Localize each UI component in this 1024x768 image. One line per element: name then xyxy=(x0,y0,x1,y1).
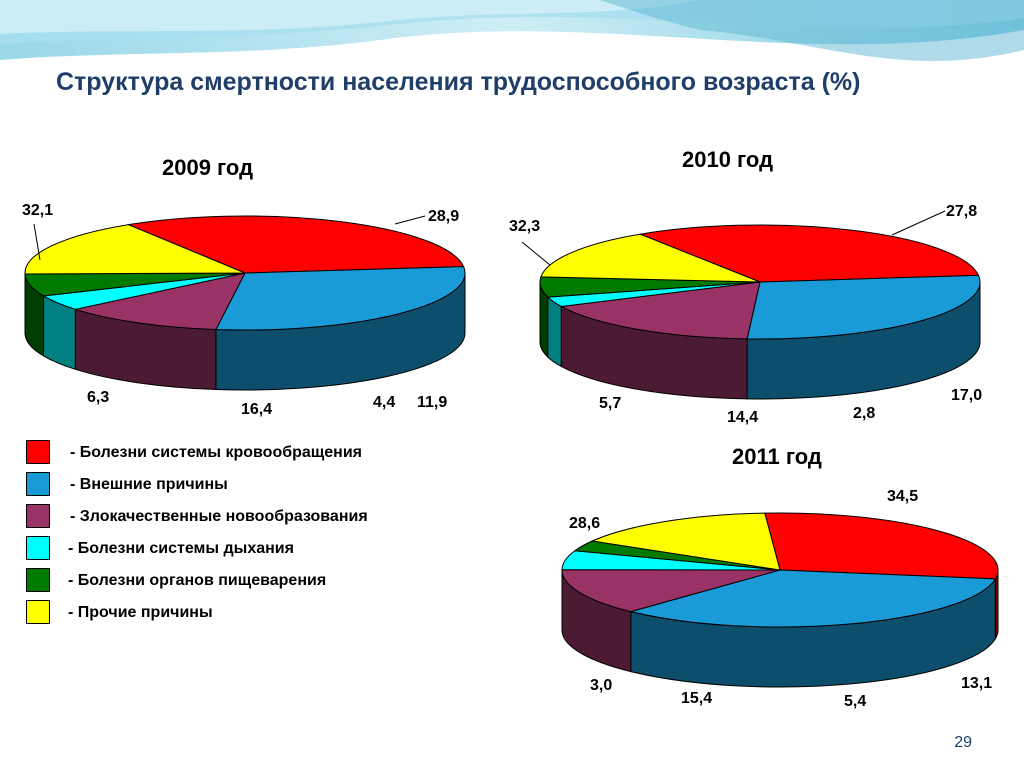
data-label: 6,3 xyxy=(87,389,109,406)
pie-slice xyxy=(746,274,981,340)
legend-label: - Болезни системы кровообращения xyxy=(70,444,363,461)
pie-slice xyxy=(24,224,246,275)
pie-slice-side xyxy=(547,295,562,368)
page-number: 29 xyxy=(954,734,972,751)
legend-swatch xyxy=(26,568,50,592)
data-label: 28,9 xyxy=(428,208,459,225)
legend-swatch xyxy=(26,440,50,464)
legend-swatch xyxy=(26,600,50,624)
leader-line xyxy=(33,223,41,261)
data-label: 4,4 xyxy=(373,394,395,411)
data-label: 16,4 xyxy=(241,401,272,418)
data-label: 32,1 xyxy=(22,202,53,219)
pie-chart-1: 32,3 27,8 17,0 2,8 5,7 14,4 xyxy=(509,203,982,426)
data-label: 27,8 xyxy=(946,203,977,220)
leader-line xyxy=(394,215,426,225)
legend-swatch xyxy=(26,472,50,496)
pie-slice xyxy=(559,281,761,340)
legend-swatch xyxy=(26,504,50,528)
pie-slice xyxy=(73,272,246,331)
chart-title-2011: 2011 год xyxy=(732,444,822,469)
legend-label: - Болезни системы дыхания xyxy=(68,540,294,557)
chart-title-2009: 2009 год xyxy=(162,155,254,180)
legend-label: - Злокачественные новообразования xyxy=(70,508,368,525)
page-title: Структура смертности населения трудоспос… xyxy=(56,68,861,96)
pie-slice xyxy=(126,215,465,274)
pie-slice xyxy=(561,569,781,613)
pie-slice xyxy=(628,569,997,628)
data-label: 2,8 xyxy=(853,405,875,422)
data-label: 5,4 xyxy=(844,693,866,710)
data-label: 11,9 xyxy=(417,394,447,411)
data-label: 5,7 xyxy=(599,395,621,412)
data-label: 32,3 xyxy=(509,218,540,235)
pie-chart-2: 28,6 34,5 13,1 5,4 3,0 15,4 xyxy=(561,488,999,710)
data-label: 14,4 xyxy=(727,409,758,426)
chart-title-2010: 2010 год xyxy=(682,147,774,172)
legend-swatch xyxy=(26,536,50,560)
legend-label: - Внешние причины xyxy=(70,476,228,493)
leader-line xyxy=(891,210,946,236)
leader-line xyxy=(521,241,551,266)
data-label: 3,0 xyxy=(590,677,612,694)
data-label: 34,5 xyxy=(887,488,918,505)
pie-slice xyxy=(215,266,466,331)
data-label: 28,6 xyxy=(569,515,600,532)
background-wave xyxy=(0,0,1024,61)
pie-slice xyxy=(764,512,999,580)
pie-slice xyxy=(590,512,781,571)
pie-slice xyxy=(540,233,761,283)
legend-label: - Прочие причины xyxy=(68,604,213,621)
data-label: 15,4 xyxy=(681,690,712,707)
data-label: 17,0 xyxy=(951,387,982,404)
legend-label: - Болезни органов пищеварения xyxy=(68,572,327,589)
pie-chart-0: 32,1 28,9 11,9 4,4 6,3 16,4 xyxy=(22,202,466,418)
data-label: 13,1 xyxy=(961,675,992,692)
